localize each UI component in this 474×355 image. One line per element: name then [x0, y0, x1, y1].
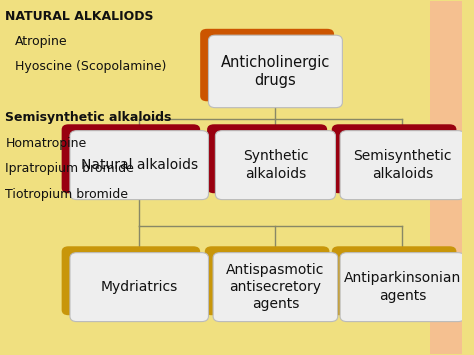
- Text: Anticholinergic
drugs: Anticholinergic drugs: [221, 55, 330, 88]
- Text: Antispasmotic
antisecretory
agents: Antispasmotic antisecretory agents: [226, 263, 325, 311]
- Text: Semisynthetic
alkaloids: Semisynthetic alkaloids: [353, 149, 452, 181]
- FancyBboxPatch shape: [205, 246, 329, 315]
- FancyBboxPatch shape: [200, 29, 334, 101]
- Text: Tiotropium bromide: Tiotropium bromide: [5, 188, 128, 201]
- FancyBboxPatch shape: [213, 253, 338, 322]
- Text: Natural alkaloids: Natural alkaloids: [81, 158, 198, 172]
- FancyBboxPatch shape: [215, 131, 336, 200]
- Text: Hyoscine (Scopolamine): Hyoscine (Scopolamine): [15, 60, 166, 73]
- FancyBboxPatch shape: [340, 131, 465, 200]
- Text: Synthetic
alkaloids: Synthetic alkaloids: [243, 149, 308, 181]
- FancyBboxPatch shape: [332, 246, 456, 315]
- FancyBboxPatch shape: [340, 253, 465, 322]
- Text: Semisynthetic alkaloids: Semisynthetic alkaloids: [5, 111, 172, 124]
- Text: NATURAL ALKALIODS: NATURAL ALKALIODS: [5, 10, 154, 22]
- FancyBboxPatch shape: [70, 131, 209, 200]
- Text: Ipratropium bromide: Ipratropium bromide: [5, 162, 134, 175]
- Text: Atropine: Atropine: [15, 35, 67, 48]
- Text: Mydriatrics: Mydriatrics: [100, 280, 178, 294]
- FancyBboxPatch shape: [209, 35, 342, 108]
- Text: Antiparkinsonian
agents: Antiparkinsonian agents: [344, 272, 461, 303]
- FancyBboxPatch shape: [332, 124, 456, 193]
- FancyBboxPatch shape: [62, 124, 200, 193]
- FancyBboxPatch shape: [70, 253, 209, 322]
- Bar: [430, 1, 463, 354]
- FancyBboxPatch shape: [62, 246, 200, 315]
- Text: Homatropine: Homatropine: [5, 137, 87, 150]
- FancyBboxPatch shape: [207, 124, 327, 193]
